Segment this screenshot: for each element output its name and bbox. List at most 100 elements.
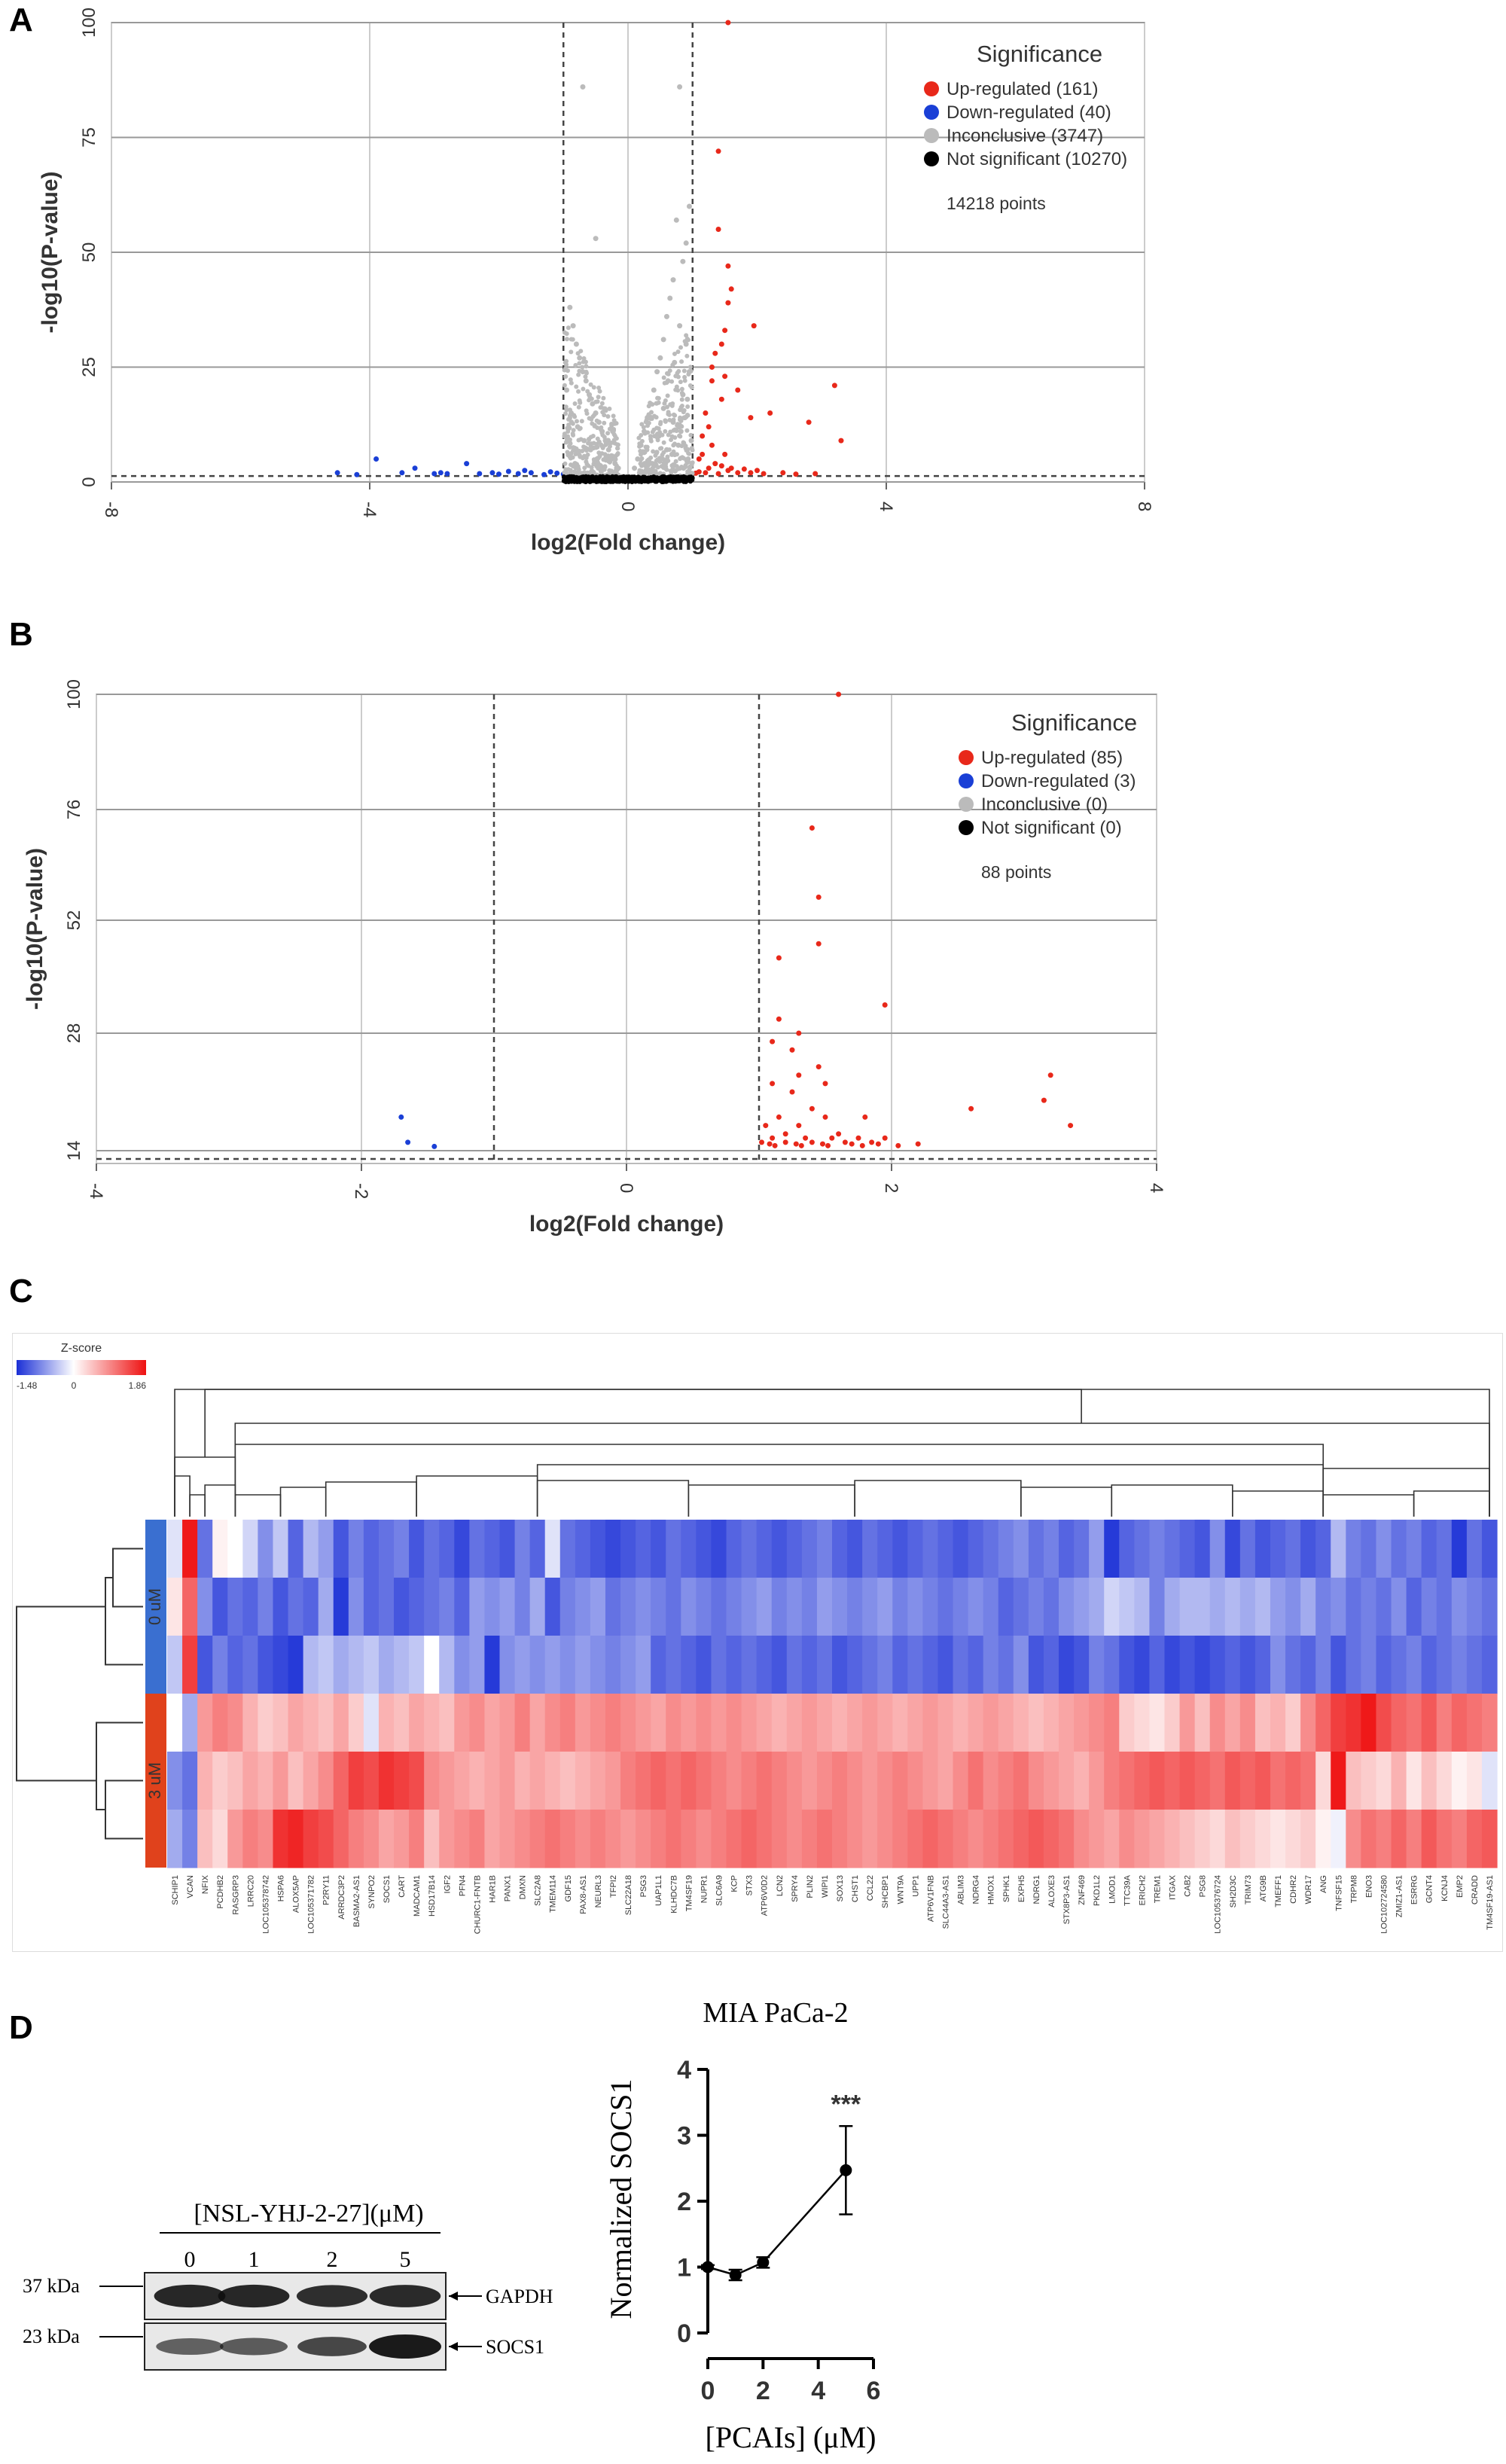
inconclusive-point <box>607 441 612 447</box>
heatmap-cell <box>862 1752 878 1810</box>
heatmap-cell <box>424 1520 440 1578</box>
data-point <box>1047 1072 1053 1078</box>
not-significant-point <box>655 477 660 482</box>
inconclusive-point <box>674 384 679 389</box>
heatmap-cell <box>832 1636 848 1694</box>
not-significant-point <box>660 477 665 483</box>
data-point <box>700 451 706 457</box>
column-label: IGF2 <box>443 1875 452 1893</box>
data-point <box>882 1002 888 1008</box>
inconclusive-point <box>672 413 678 418</box>
protein-band <box>220 2337 288 2356</box>
column-dendrogram <box>1322 1468 1490 1517</box>
data-point <box>718 463 724 469</box>
heatmap-cell <box>1089 1752 1105 1810</box>
heatmap-cell <box>378 1694 395 1752</box>
inconclusive-point <box>592 423 597 428</box>
heatmap-cell <box>363 1694 380 1752</box>
column-label: SOCS1 <box>383 1875 392 1903</box>
column-label: PCDHB2 <box>216 1875 225 1909</box>
heatmap-cell <box>333 1636 349 1694</box>
column-label: DMXN <box>519 1875 528 1899</box>
legend-swatch <box>959 820 974 835</box>
heatmap-cell <box>1361 1636 1377 1694</box>
heatmap-cell <box>559 1752 576 1810</box>
data-point <box>782 1139 788 1145</box>
column-label: SLC22A18 <box>624 1875 633 1915</box>
legend-title: Significance <box>977 41 1102 67</box>
data-point <box>741 466 747 472</box>
inconclusive-point <box>576 438 581 443</box>
heatmap-cell <box>605 1520 621 1578</box>
x-tick-label: 2 <box>881 1183 901 1193</box>
heatmap-cell <box>1209 1752 1226 1810</box>
inconclusive-point <box>654 415 659 420</box>
column-label: ENO3 <box>1364 1875 1373 1898</box>
row-dendrogram <box>105 1779 143 1840</box>
heatmap-cell <box>197 1578 213 1636</box>
heatmap-cell <box>288 1636 304 1694</box>
heatmap-cell <box>816 1810 833 1868</box>
heatmap-cell <box>666 1694 681 1752</box>
x-tick-label: 4 <box>876 502 896 511</box>
group-bar <box>145 1520 166 1694</box>
heatmap-cell <box>348 1694 364 1752</box>
heatmap-cell <box>242 1520 259 1578</box>
heatmap-cell <box>968 1520 984 1578</box>
data-point <box>776 955 782 961</box>
heatmap-cell <box>303 1520 319 1578</box>
heatmap-cell <box>1361 1578 1377 1636</box>
column-label: PANX1 <box>504 1875 513 1901</box>
heatmap-cell <box>666 1752 681 1810</box>
inconclusive-point <box>646 404 651 409</box>
heatmap-cell <box>1089 1810 1105 1868</box>
heatmap-cell <box>590 1578 606 1636</box>
inconclusive-point <box>562 367 567 373</box>
heatmap-cell <box>1481 1752 1498 1810</box>
heatmap-cell <box>1331 1752 1346 1810</box>
data-point <box>763 1123 769 1129</box>
data-point <box>700 433 706 439</box>
heatmap-cell <box>681 1752 697 1810</box>
inconclusive-point <box>684 428 690 433</box>
x-tick-label: 8 <box>1134 502 1154 511</box>
inconclusive-point <box>672 435 678 441</box>
heatmap-cell <box>1376 1520 1392 1578</box>
inconclusive-point <box>615 451 620 456</box>
heatmap-cell <box>1134 1578 1151 1636</box>
inconclusive-point <box>679 359 684 364</box>
inconclusive-point <box>651 449 656 454</box>
heatmap-cell <box>1209 1694 1226 1752</box>
heatmap-cell <box>1254 1578 1271 1636</box>
data-point <box>632 465 638 471</box>
legend-swatch <box>924 151 939 166</box>
column-dendrogram <box>234 1423 1490 1517</box>
heatmap-cell <box>484 1578 501 1636</box>
data-point <box>660 405 666 411</box>
heatmap-cell <box>1436 1810 1453 1868</box>
legend-swatch <box>959 773 974 788</box>
heatmap-cell <box>862 1636 878 1694</box>
heatmap-cell <box>1179 1636 1196 1694</box>
inconclusive-point <box>586 441 591 446</box>
y-tick-label: 100 <box>79 8 99 38</box>
inconclusive-point <box>563 411 569 416</box>
heatmap-cell <box>559 1520 576 1578</box>
column-dendrogram <box>1413 1490 1490 1517</box>
colorbar-title: Z-score <box>61 1342 102 1355</box>
data-point <box>796 1072 802 1078</box>
data-point <box>444 471 450 477</box>
column-label: CDHR2 <box>1289 1875 1298 1904</box>
legend-title: Significance <box>1011 709 1137 736</box>
not-significant-point <box>569 474 575 479</box>
inconclusive-point <box>672 351 677 356</box>
data-point <box>855 1135 861 1141</box>
heatmap-cell <box>968 1578 984 1636</box>
colorbar-min-label: -1.48 <box>17 1380 38 1391</box>
heatmap-cell <box>454 1520 470 1578</box>
heatmap-cell <box>681 1810 697 1868</box>
inconclusive-point <box>567 444 572 450</box>
column-dendrogram <box>416 1475 538 1517</box>
heatmap-cell <box>1089 1578 1105 1636</box>
x-tick-label: 0 <box>616 1183 636 1193</box>
